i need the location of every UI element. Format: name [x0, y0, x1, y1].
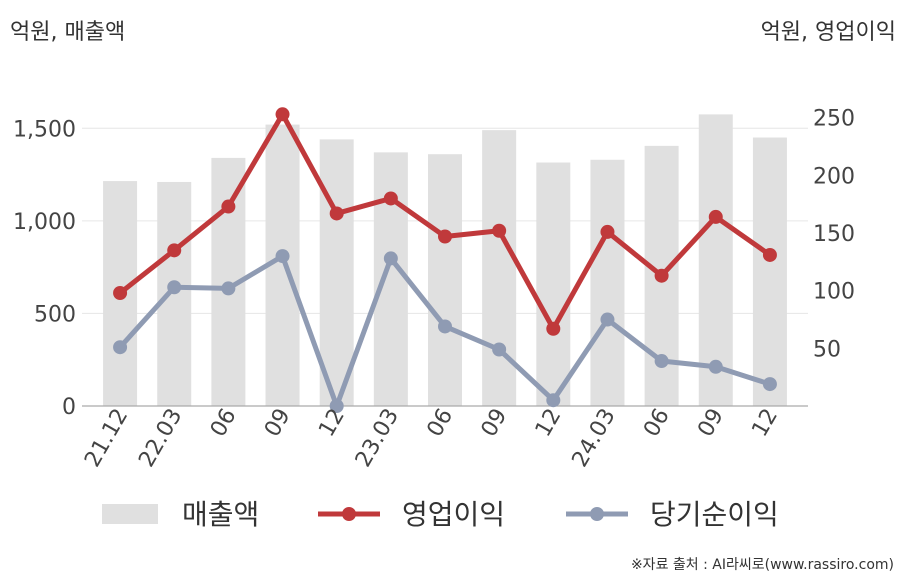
series-0-point-11 — [708, 209, 723, 224]
series-0-point-9 — [600, 224, 615, 239]
x-tick-label-8: 12 — [531, 405, 567, 442]
x-tick-label-1: 22.03 — [134, 405, 187, 472]
series-1-point-1 — [167, 280, 182, 295]
x-tick-label-7: 09 — [477, 404, 513, 441]
x-tick-label-6: 06 — [423, 405, 459, 442]
series-1-point-8 — [546, 393, 561, 408]
left-tick-label-2: 1,000 — [13, 210, 76, 235]
right-tick-label-4: 250 — [813, 107, 855, 132]
series-0-point-3 — [275, 107, 290, 122]
series-1-point-6 — [438, 319, 452, 334]
source-note: ※자료 출처 : AI라씨로(www.rassiro.com) — [630, 557, 894, 573]
revenue-bars — [103, 114, 787, 407]
left-axis-unit: 억원, 매출액 — [10, 20, 126, 45]
x-tick-label-3: 09 — [260, 405, 296, 442]
x-tick-label-9: 24.03 — [568, 405, 621, 472]
series-0-point-7 — [492, 223, 507, 238]
left-tick-label-1: 500 — [34, 302, 76, 327]
legend: 매출액 영업이익 당기순이익 — [102, 498, 779, 531]
right-tick-label-3: 200 — [813, 164, 855, 189]
legend-label-1: 영업이익 — [402, 498, 505, 531]
bar-6 — [428, 154, 462, 406]
legend-label-2: 당기순이익 — [650, 498, 779, 531]
legend-label-0: 매출액 — [182, 498, 259, 531]
legend-swatch-0 — [102, 504, 158, 524]
series-0-point-12 — [762, 247, 777, 262]
series-0-point-1 — [167, 243, 182, 258]
profit-lines — [113, 107, 777, 413]
series-0-point-5 — [383, 191, 398, 206]
series-1-point-11 — [708, 359, 723, 374]
left-axis-ticks: 0 500 1,000 1,500 — [13, 117, 76, 420]
x-tick-label-0: 21.12 — [80, 405, 133, 472]
x-tick-label-12: 12 — [747, 405, 783, 442]
right-tick-label-1: 100 — [813, 280, 855, 305]
series-1-point-5 — [383, 251, 398, 266]
bar-11 — [698, 114, 733, 407]
x-tick-label-10: 06 — [639, 405, 675, 442]
bar-7 — [482, 130, 517, 406]
legend-marker-1 — [342, 507, 356, 521]
bar-9 — [590, 159, 625, 406]
left-tick-label-0: 0 — [62, 395, 76, 420]
series-0-point-8 — [546, 321, 561, 336]
right-axis-unit: 억원, 영업이익 — [760, 20, 896, 45]
x-tick-label-11: 09 — [693, 405, 729, 442]
series-1-point-4 — [329, 399, 344, 413]
series-1-point-12 — [762, 377, 777, 392]
series-1-point-3 — [275, 249, 290, 264]
x-axis-ticks: 21.12 22.03 06 09 12 23.03 06 09 12 24.03 06 09 12 — [80, 404, 783, 471]
series-1-point-7 — [492, 342, 507, 357]
x-tick-label-4: 12 — [314, 405, 350, 442]
series-0-point-4 — [329, 206, 344, 221]
right-axis-ticks: 50 100 150 200 250 — [813, 107, 855, 363]
right-tick-label-2: 150 — [813, 222, 855, 247]
series-0-point-6 — [438, 229, 452, 244]
series-1-point-2 — [221, 281, 236, 296]
series-1-point-9 — [600, 312, 615, 327]
series-0-point-2 — [221, 199, 236, 214]
bar-8 — [536, 162, 571, 406]
x-tick-label-5: 23.03 — [351, 405, 404, 472]
series-0-point-0 — [113, 286, 128, 301]
bar-4 — [319, 139, 354, 406]
x-tick-label-2: 06 — [206, 405, 242, 442]
series-1-point-10 — [654, 354, 669, 369]
bar-12 — [752, 137, 787, 407]
bar-5 — [373, 152, 408, 406]
series-0-point-10 — [654, 268, 669, 283]
right-tick-label-0: 50 — [813, 337, 841, 362]
left-tick-label-3: 1,500 — [13, 117, 76, 142]
series-1-point-0 — [113, 340, 128, 355]
legend-marker-2 — [590, 507, 604, 521]
